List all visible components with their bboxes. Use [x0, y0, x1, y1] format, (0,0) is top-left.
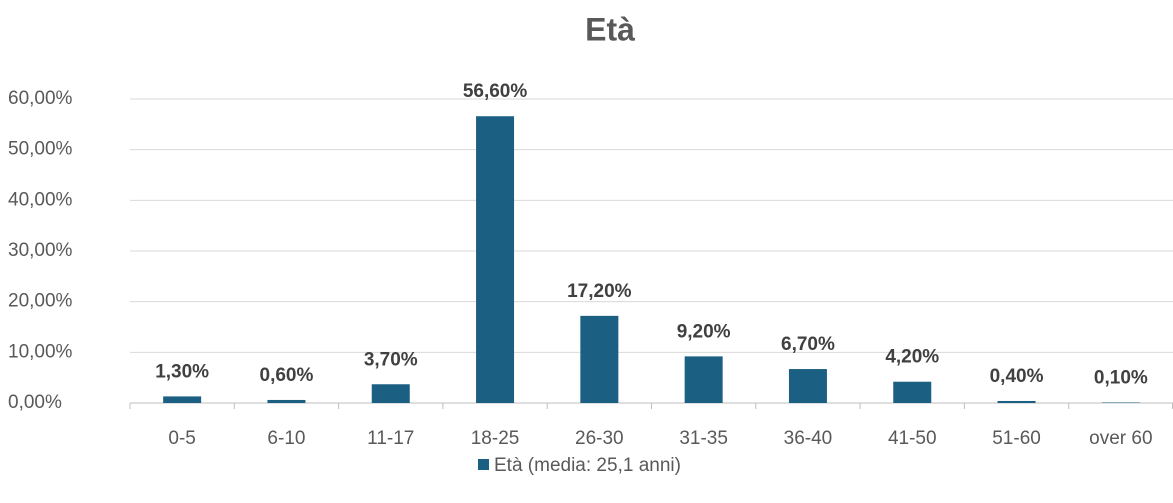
- y-tick-label: 50,00%: [8, 139, 73, 160]
- data-label: 6,70%: [781, 334, 835, 355]
- bar: [997, 400, 1036, 403]
- legend-label: Età (media: 25,1 anni): [494, 455, 681, 476]
- x-tick-label: 18-25: [471, 428, 520, 449]
- data-label: 3,70%: [364, 349, 418, 370]
- bar: [1101, 402, 1140, 403]
- x-tick-label: 11-17: [367, 428, 414, 449]
- bar: [476, 116, 515, 403]
- data-label: 17,20%: [567, 281, 632, 302]
- y-tick-label: 40,00%: [8, 189, 73, 210]
- y-tick-label: 10,00%: [8, 341, 73, 362]
- x-tick-label: over 60: [1089, 428, 1152, 449]
- bar: [267, 399, 306, 403]
- bar: [893, 381, 932, 403]
- x-tick-label: 41-50: [888, 428, 937, 449]
- bar: [580, 315, 619, 403]
- data-label: 4,20%: [885, 347, 939, 368]
- data-label: 0,60%: [260, 365, 314, 386]
- x-tick-label: 31-35: [679, 428, 728, 449]
- y-tick-label: 30,00%: [8, 240, 73, 261]
- x-tick-label: 51-60: [992, 428, 1041, 449]
- bar: [684, 356, 723, 403]
- x-tick-label: 26-30: [575, 428, 624, 449]
- bar: [163, 396, 202, 403]
- bar: [371, 384, 410, 403]
- y-tick-label: 0,00%: [8, 392, 62, 413]
- data-label: 9,20%: [677, 321, 731, 342]
- data-label: 56,60%: [463, 81, 528, 102]
- bar: [788, 369, 827, 403]
- legend-swatch: [478, 459, 489, 470]
- x-tick-label: 6-10: [267, 428, 305, 449]
- data-label: 0,10%: [1094, 368, 1148, 389]
- x-tick-label: 0-5: [168, 428, 195, 449]
- chart-title: Età: [585, 11, 635, 47]
- y-tick-label: 20,00%: [8, 291, 73, 312]
- y-tick-label: 60,00%: [8, 88, 73, 109]
- data-label: 1,30%: [155, 361, 209, 382]
- data-label: 0,40%: [990, 366, 1044, 387]
- x-tick-label: 36-40: [784, 428, 833, 449]
